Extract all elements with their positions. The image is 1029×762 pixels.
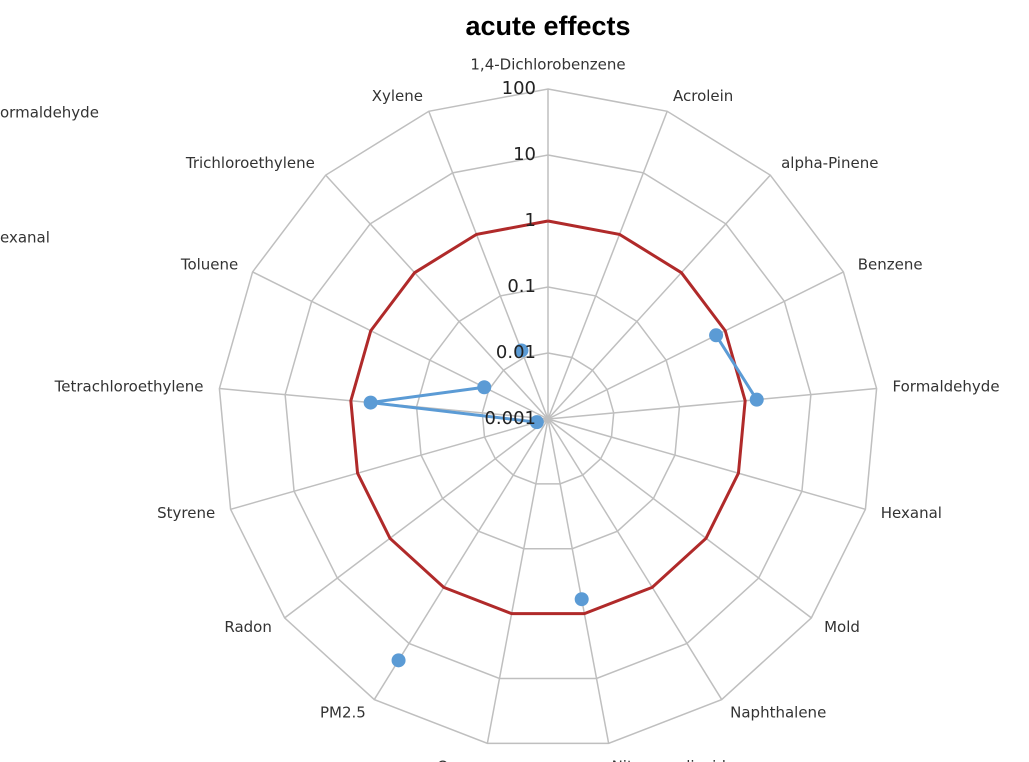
spoke xyxy=(547,418,812,619)
spoke xyxy=(284,418,549,619)
spoke xyxy=(547,418,866,511)
spoke xyxy=(547,111,668,420)
spoke xyxy=(547,174,771,420)
spoke xyxy=(486,418,549,744)
data-point xyxy=(709,328,724,343)
category-label: Trichloroethylene xyxy=(185,154,315,172)
legend-label: ormaldehyde xyxy=(0,104,99,122)
category-label: Mold xyxy=(824,618,860,636)
y-tick-label: 0.001 xyxy=(484,408,536,429)
grid-ring xyxy=(218,88,878,745)
category-label: Xylene xyxy=(372,87,423,105)
spoke xyxy=(547,418,610,744)
category-label: Hexanal xyxy=(881,504,942,522)
y-tick-label: 0.01 xyxy=(496,342,536,363)
data-point xyxy=(363,395,378,410)
category-label: alpha-Pinene xyxy=(781,154,878,172)
data-point xyxy=(749,392,764,407)
category-label: Formaldehyde xyxy=(893,378,1000,396)
data-point xyxy=(514,343,529,358)
y-tick-label: 10 xyxy=(513,144,536,165)
data-point xyxy=(529,415,544,430)
category-label: Radon xyxy=(224,618,272,636)
spoke xyxy=(547,271,844,420)
spoke xyxy=(230,418,549,511)
spoke xyxy=(428,111,549,420)
category-label: Naphthalene xyxy=(730,704,826,722)
category-label: Toluene xyxy=(180,255,238,273)
spoke xyxy=(373,418,549,700)
y-tick-label: 1 xyxy=(525,210,536,231)
category-label: Styrene xyxy=(157,504,215,522)
spoke xyxy=(547,418,723,700)
grid-ring xyxy=(284,154,812,680)
data-point xyxy=(477,380,492,395)
category-label: Benzene xyxy=(858,255,923,273)
data-point xyxy=(391,653,406,668)
category-label: 1,4-Dichlorobenzene xyxy=(470,56,625,74)
y-tick-label: 100 xyxy=(502,78,536,99)
category-label: PM2.5 xyxy=(320,704,366,722)
grid-ring xyxy=(415,286,681,550)
grid-ring xyxy=(481,352,615,485)
legend-label: exanal xyxy=(0,229,50,247)
spoke xyxy=(547,387,877,420)
spoke xyxy=(252,271,549,420)
category-label: Acrolein xyxy=(673,87,733,105)
category-label: Tetrachloroethylene xyxy=(54,378,204,396)
chart-title: acute effects xyxy=(465,11,630,41)
data-point xyxy=(574,592,589,607)
category-label: Ozone xyxy=(437,758,485,762)
y-tick-label: 0.1 xyxy=(507,276,536,297)
series-line xyxy=(349,219,747,616)
series-line xyxy=(714,334,758,401)
spoke xyxy=(325,174,549,420)
category-label: Nitrogen dioxide xyxy=(612,758,736,762)
